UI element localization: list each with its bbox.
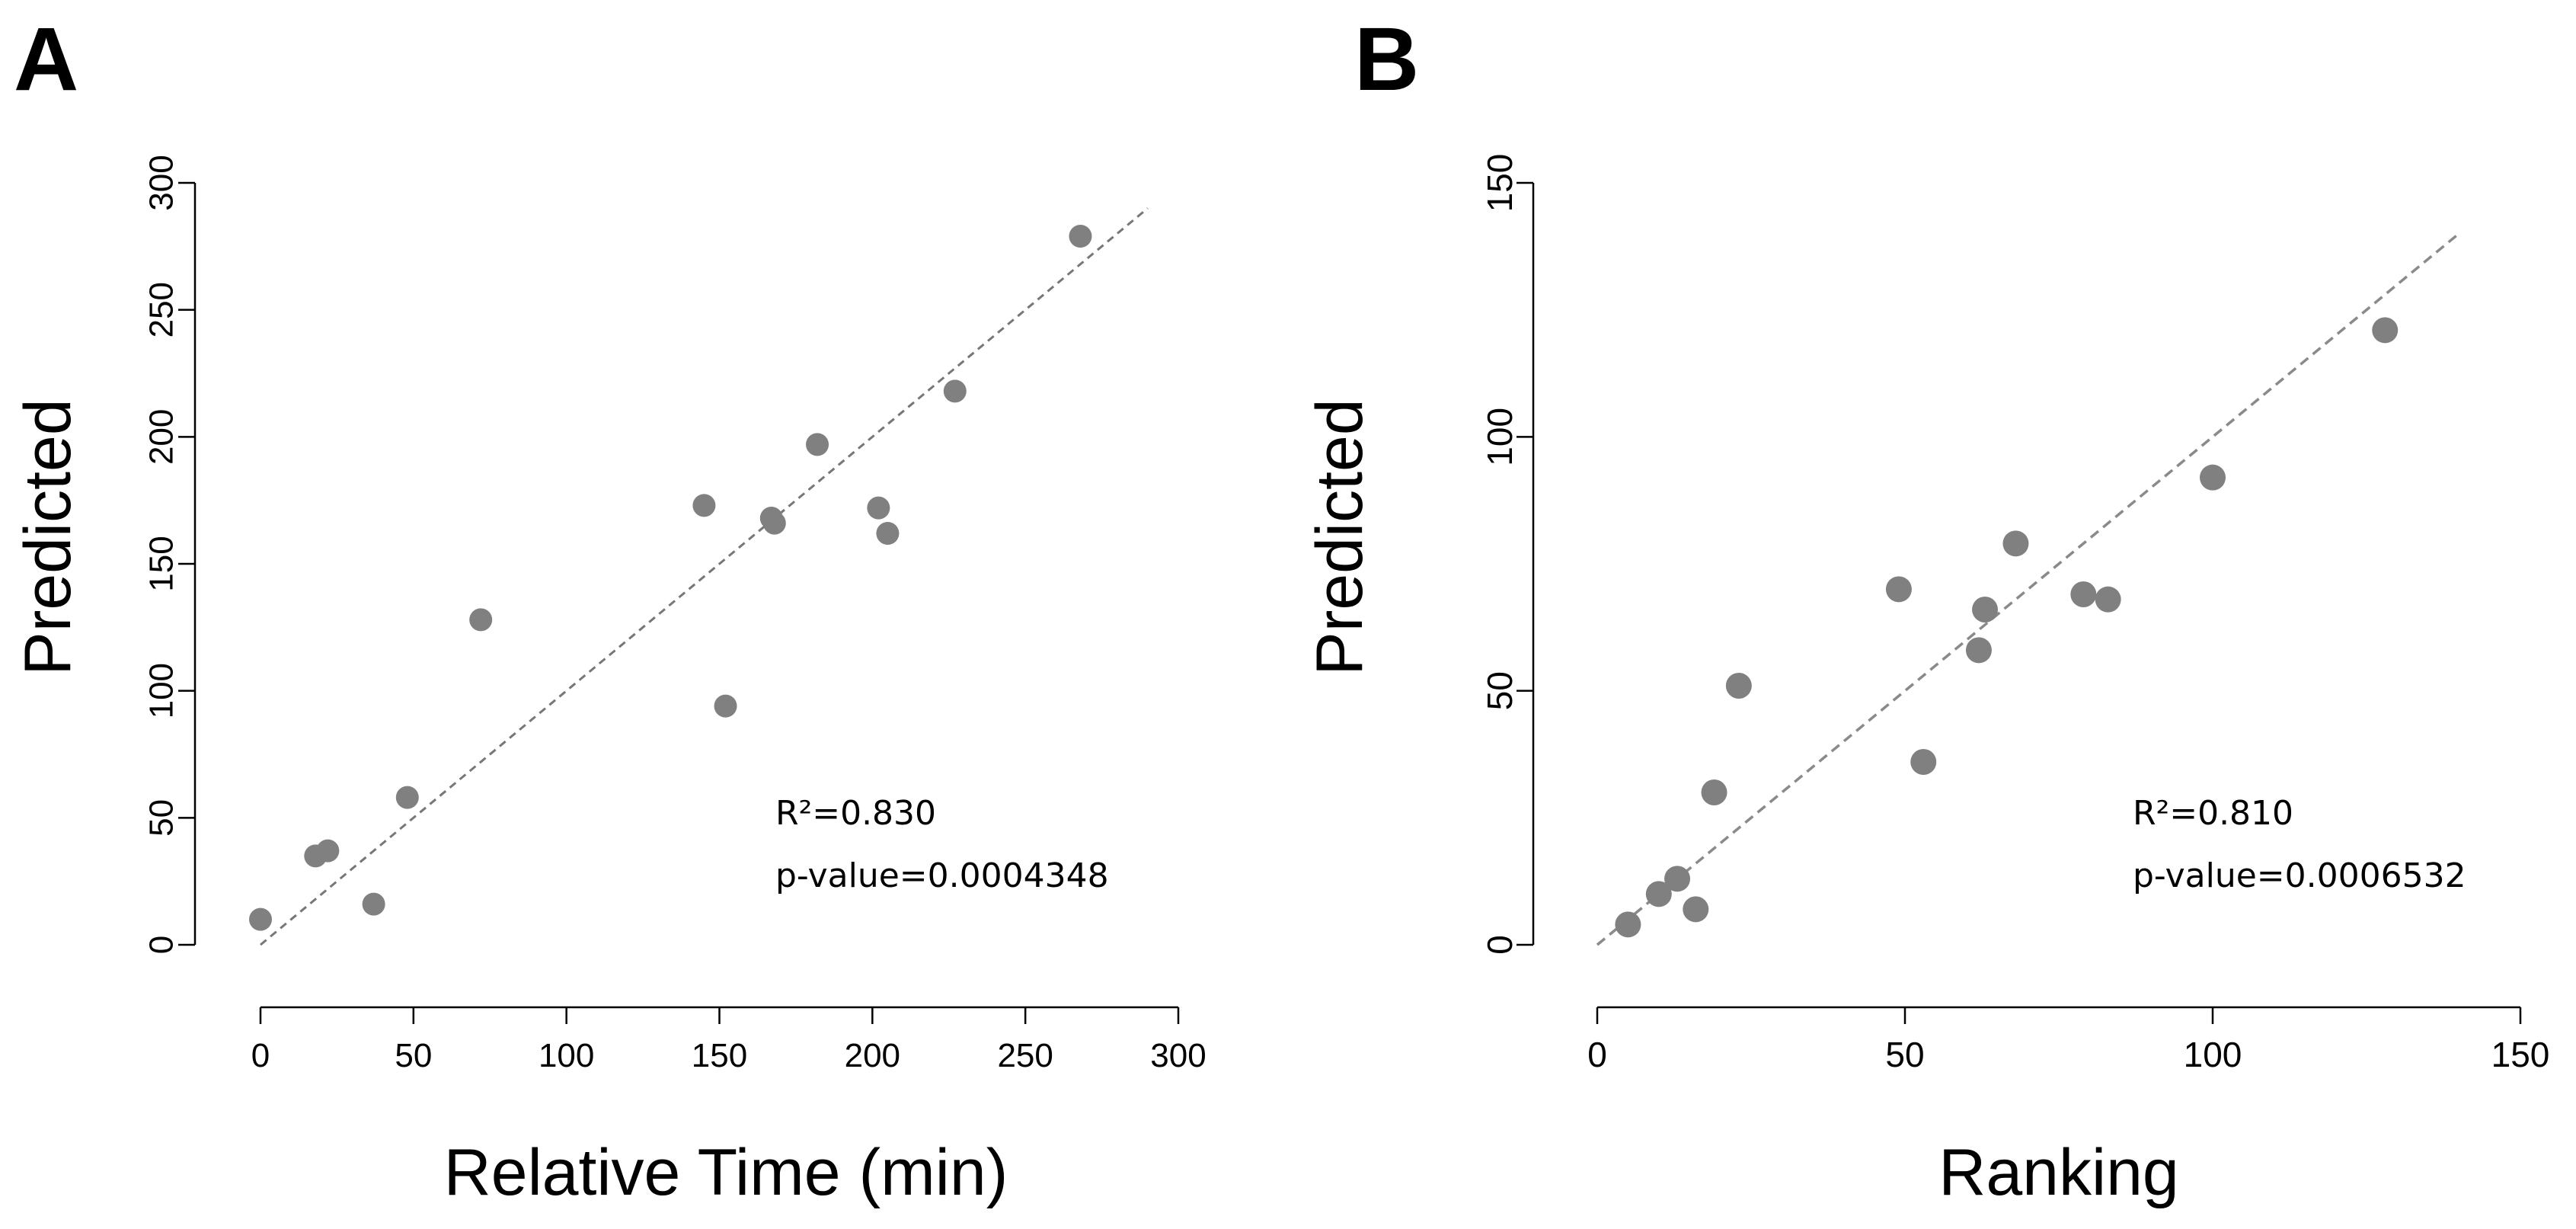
scatter-points-b xyxy=(1615,317,2399,938)
data-point-b xyxy=(1701,779,1727,805)
y-axis-title-a: Predicted xyxy=(11,398,85,675)
data-point-b xyxy=(1725,673,1752,699)
x-ticks-a: 0 50 100 150 200 250 300 xyxy=(251,1007,1207,1074)
data-point-b xyxy=(2070,581,2097,607)
x-tick-label-b: 50 xyxy=(1885,1035,1924,1074)
data-point-b xyxy=(1885,576,1912,603)
x-tick-label-b: 100 xyxy=(2184,1035,2242,1074)
x-tick-label-b: 0 xyxy=(1587,1035,1607,1074)
data-point-a xyxy=(943,379,967,403)
y-tick-label-b: 100 xyxy=(1480,408,1520,466)
x-tick-label-a: 50 xyxy=(395,1037,432,1074)
x-tick-label-b: 150 xyxy=(2491,1035,2550,1074)
data-point-b xyxy=(2002,530,2029,557)
panel-letter-b: B xyxy=(1354,9,1419,110)
x-tick-label-a: 100 xyxy=(539,1037,594,1074)
y-tick-label-a: 50 xyxy=(143,799,181,837)
x-tick-label-a: 0 xyxy=(251,1037,270,1074)
fit-line-a xyxy=(260,207,1149,946)
data-point-a xyxy=(867,496,890,520)
x-tick-label-a: 300 xyxy=(1150,1037,1206,1074)
y-tick-label-b: 50 xyxy=(1480,671,1520,710)
y-tick-label-a: 200 xyxy=(143,409,181,465)
data-point-b xyxy=(1664,866,1691,892)
panel-letter-a: A xyxy=(14,9,78,110)
y-tick-label-a: 0 xyxy=(143,936,181,954)
data-point-b xyxy=(1972,597,1999,623)
y-tick-label-a: 100 xyxy=(143,663,181,719)
data-point-a xyxy=(395,786,419,809)
data-point-b xyxy=(1683,896,1709,923)
data-point-b xyxy=(1965,637,1992,664)
y-tick-label-a: 250 xyxy=(143,282,181,338)
x-axis-title-b: Ranking xyxy=(1938,1136,2179,1209)
y-tick-label-a: 150 xyxy=(143,536,181,591)
x-ticks-b: 0 50 100 150 xyxy=(1587,1007,2549,1074)
scatter-points-a xyxy=(249,225,1092,931)
data-point-b xyxy=(1910,749,1937,775)
p-value-annotation-a: p-value=0.0004348 xyxy=(775,856,1109,895)
y-tick-label-a: 300 xyxy=(143,155,181,210)
x-axis-title-a: Relative Time (min) xyxy=(444,1136,1008,1209)
x-tick-label-a: 150 xyxy=(692,1037,747,1074)
x-tick-label-a: 200 xyxy=(845,1037,900,1074)
y-tick-label-b: 0 xyxy=(1480,935,1520,955)
data-point-a xyxy=(469,608,493,632)
y-tick-label-b: 150 xyxy=(1480,154,1520,213)
data-point-b xyxy=(2095,586,2121,613)
data-point-b xyxy=(2372,317,2399,344)
y-axis-title-b: Predicted xyxy=(1303,398,1376,675)
r2-annotation-a: R²=0.830 xyxy=(775,794,936,833)
data-point-a xyxy=(806,433,829,456)
data-point-a xyxy=(362,892,385,916)
panel-b: B 0 50 100 150 0 50 100 150 R²=0.810 p-value=0… xyxy=(1303,9,2549,1209)
data-point-a xyxy=(249,907,272,931)
data-point-b xyxy=(2200,464,2226,491)
data-point-b xyxy=(1645,881,1672,907)
data-point-a xyxy=(876,522,900,545)
x-tick-label-a: 250 xyxy=(997,1037,1053,1074)
data-point-a xyxy=(316,839,340,863)
y-ticks-a: 0 50 100 150 200 250 300 xyxy=(143,155,195,954)
data-point-a xyxy=(1069,225,1092,248)
data-point-a xyxy=(762,511,786,535)
r2-annotation-b: R²=0.810 xyxy=(2133,794,2293,833)
y-ticks-b: 0 50 100 150 xyxy=(1480,154,1533,955)
data-point-a xyxy=(692,494,716,517)
fit-line-b xyxy=(1596,232,2460,946)
data-point-a xyxy=(714,694,737,718)
data-point-b xyxy=(1615,911,1641,938)
p-value-annotation-b: p-value=0.0006532 xyxy=(2133,856,2466,895)
